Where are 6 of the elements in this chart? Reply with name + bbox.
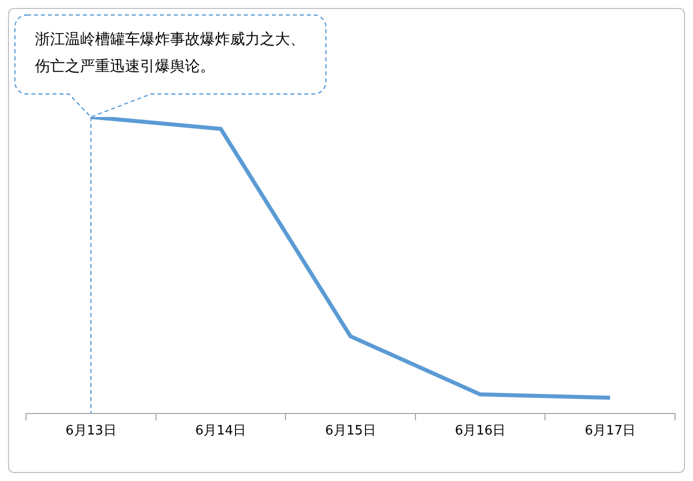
annotation: 浙江温岭槽罐车爆炸事故爆炸威力之大、伤亡之严重迅速引爆舆论。 [34, 30, 305, 75]
x-tick-label: 6月15日 [325, 424, 376, 439]
x-tick-label: 6月17日 [584, 424, 636, 439]
x-tick-label: 6月13日 [65, 424, 116, 439]
x-tick-label: 6月14日 [195, 424, 246, 439]
x-tick-label: 6月16日 [454, 424, 506, 439]
